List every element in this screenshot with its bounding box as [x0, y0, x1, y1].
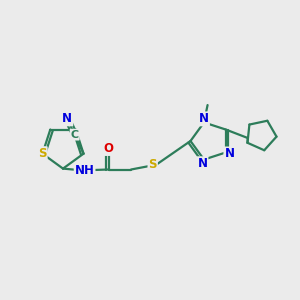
Text: S: S [38, 147, 47, 160]
Text: N: N [62, 112, 72, 125]
Text: C: C [70, 130, 79, 140]
Text: S: S [148, 158, 157, 171]
Text: O: O [103, 142, 114, 155]
Text: N: N [199, 112, 209, 125]
Text: N: N [224, 148, 234, 160]
Text: NH: NH [75, 164, 94, 177]
Text: N: N [197, 157, 208, 170]
